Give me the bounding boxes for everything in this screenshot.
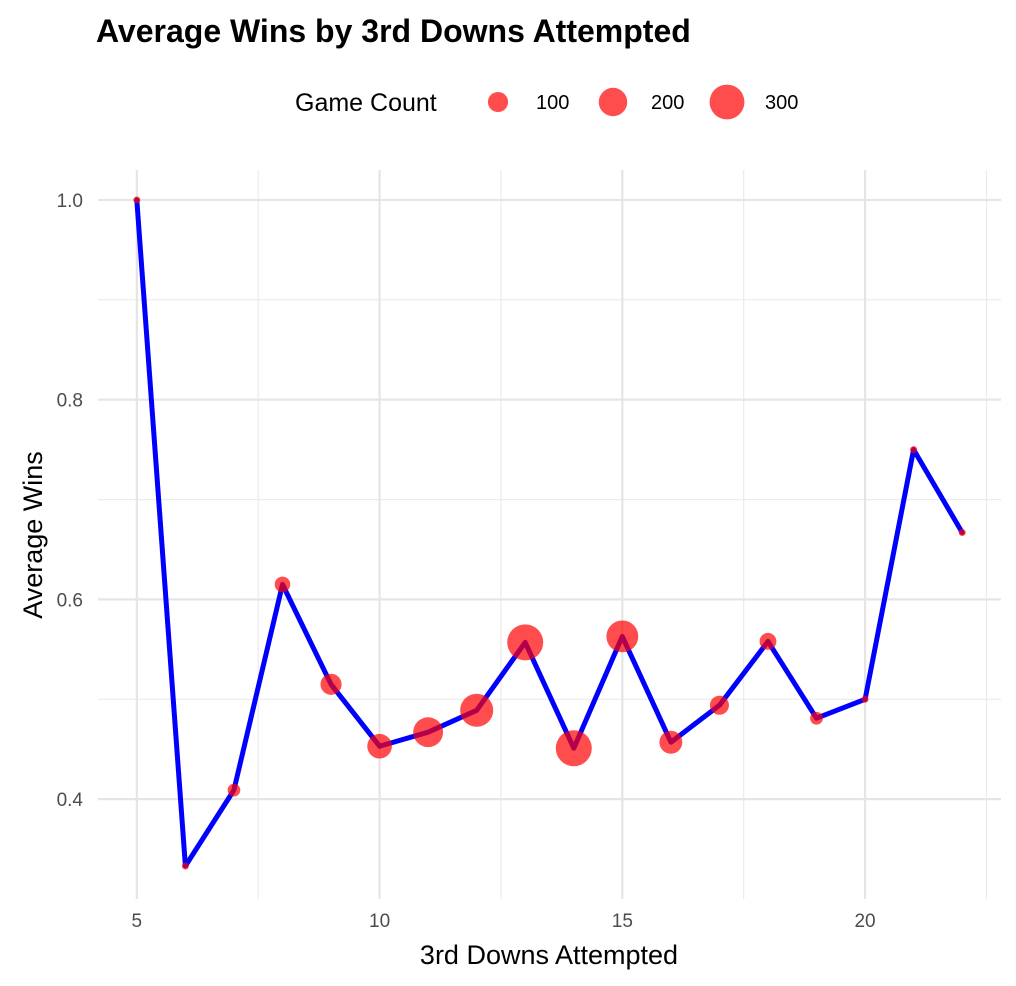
data-point <box>367 733 392 759</box>
grid-major <box>98 170 1001 899</box>
legend-title: Game Count <box>295 89 437 117</box>
data-point <box>759 632 777 650</box>
x-tick-label: 15 <box>612 911 633 932</box>
y-tick-labels: 0.4 0.6 0.8 1.0 <box>57 191 84 811</box>
x-tick-label: 20 <box>854 911 875 932</box>
y-tick-label: 0.6 <box>57 590 83 611</box>
y-tick-label: 1.0 <box>57 191 83 212</box>
legend-label: 300 <box>765 92 798 114</box>
data-point <box>274 576 291 593</box>
data-point <box>555 730 592 767</box>
x-axis-title: 3rd Downs Attempted <box>420 940 678 970</box>
x-tick-label: 5 <box>132 911 143 932</box>
y-tick-label: 0.4 <box>57 790 84 811</box>
chart-title: Average Wins by 3rd Downs Attempted <box>96 13 691 49</box>
y-tick-label: 0.8 <box>57 391 83 412</box>
data-point <box>413 717 444 748</box>
data-point <box>181 862 189 870</box>
data-point <box>320 673 342 695</box>
series-line <box>134 197 965 869</box>
data-point <box>659 730 683 754</box>
data-point <box>910 446 918 454</box>
data-point <box>810 711 823 725</box>
points-group <box>133 196 966 870</box>
data-point <box>861 695 869 703</box>
data-point <box>958 529 966 537</box>
data-point <box>709 695 729 715</box>
legend-label: 200 <box>651 92 684 114</box>
data-point <box>606 620 639 653</box>
legend-key <box>487 91 509 113</box>
legend-label: 100 <box>536 92 569 114</box>
data-point <box>227 783 241 797</box>
x-tick-label: 10 <box>369 911 390 932</box>
data-point <box>133 196 141 204</box>
legend-key <box>709 84 745 120</box>
series-line-group <box>134 197 965 869</box>
y-axis-title: Average Wins <box>18 451 48 619</box>
x-tick-labels: 5 10 15 20 <box>132 911 876 932</box>
legend-key <box>598 87 628 117</box>
legend: Game Count 100 200 300 <box>295 84 798 120</box>
data-point <box>507 624 544 661</box>
data-point <box>460 693 494 727</box>
